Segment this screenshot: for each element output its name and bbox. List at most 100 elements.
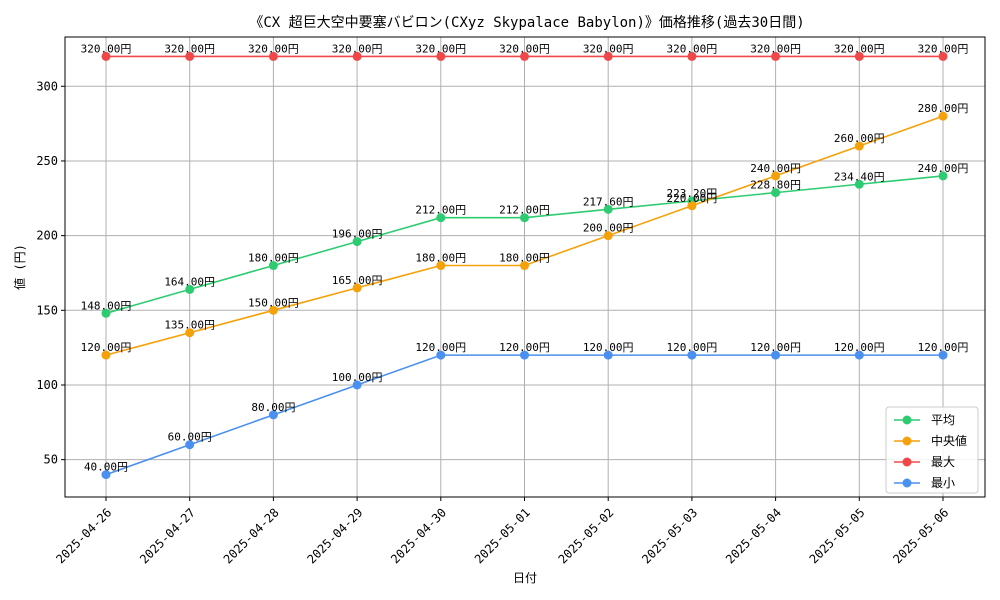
data-label: 120.00円 xyxy=(499,341,550,354)
data-label: 120.00円 xyxy=(583,341,634,354)
data-point xyxy=(854,141,864,151)
data-label: 217.60円 xyxy=(583,195,634,208)
data-point xyxy=(352,283,362,293)
data-point xyxy=(101,51,111,61)
data-point xyxy=(603,204,613,214)
x-tick-label: 2025-05-01 xyxy=(472,505,533,566)
data-label: 100.00円 xyxy=(332,371,383,384)
data-label: 240.00円 xyxy=(750,162,801,175)
data-label: 320.00円 xyxy=(164,42,215,55)
x-tick-label: 2025-04-29 xyxy=(304,505,365,566)
y-tick-label: 300 xyxy=(36,79,58,93)
data-label: 234.40円 xyxy=(834,170,885,183)
y-tick-label: 200 xyxy=(36,229,58,243)
legend-marker xyxy=(902,415,912,425)
data-label: 320.00円 xyxy=(248,42,299,55)
data-point xyxy=(520,350,529,360)
y-tick-label: 50 xyxy=(44,453,58,467)
data-point xyxy=(854,51,864,61)
x-tick-label: 2025-04-30 xyxy=(388,505,449,566)
data-label: 320.00円 xyxy=(750,42,801,55)
chart-title: 《CX 超巨大空中要塞バビロン(CXyz Skypalace Babylon)》… xyxy=(249,14,804,31)
data-point xyxy=(436,350,446,360)
data-label: 120.00円 xyxy=(415,341,466,354)
x-axis-label: 日付 xyxy=(513,571,537,585)
data-point xyxy=(101,350,111,360)
data-point xyxy=(436,51,446,61)
data-label: 320.00円 xyxy=(834,42,885,55)
data-point xyxy=(603,231,613,241)
data-point xyxy=(268,305,278,315)
data-label: 120.00円 xyxy=(918,341,969,354)
data-point xyxy=(352,51,362,61)
legend-label: 最大 xyxy=(931,455,955,469)
data-point xyxy=(268,51,278,61)
data-label: 148.00円 xyxy=(81,299,132,312)
data-point xyxy=(101,308,111,318)
data-point xyxy=(603,350,613,360)
data-point xyxy=(938,350,948,360)
data-label: 228.80円 xyxy=(750,179,801,192)
data-point xyxy=(938,171,948,181)
y-tick-label: 100 xyxy=(36,378,58,392)
data-point xyxy=(771,350,781,360)
data-label: 320.00円 xyxy=(499,42,550,55)
legend-label: 最小 xyxy=(931,476,955,490)
data-point xyxy=(352,237,362,247)
data-label: 165.00円 xyxy=(332,274,383,287)
data-label: 180.00円 xyxy=(499,252,550,265)
x-tick-label: 2025-05-06 xyxy=(890,505,951,566)
x-tick-label: 2025-04-26 xyxy=(53,505,114,566)
data-label: 320.00円 xyxy=(918,42,969,55)
data-label: 150.00円 xyxy=(248,296,299,309)
data-point xyxy=(854,179,864,189)
data-point xyxy=(268,410,278,420)
legend-label: 平均 xyxy=(931,413,955,427)
legend-label: 中央値 xyxy=(931,433,967,448)
data-point xyxy=(938,111,948,121)
data-label: 320.00円 xyxy=(667,42,718,55)
data-point xyxy=(185,284,195,294)
y-tick-label: 250 xyxy=(36,154,58,168)
data-label: 200.00円 xyxy=(583,222,634,235)
data-point xyxy=(687,51,697,61)
x-tick-label: 2025-04-27 xyxy=(137,505,198,566)
data-point xyxy=(520,213,529,223)
data-label: 260.00円 xyxy=(834,132,885,145)
data-label: 240.00円 xyxy=(918,162,969,175)
data-point xyxy=(687,350,697,360)
data-point xyxy=(101,470,111,480)
data-label: 223.20円 xyxy=(667,187,718,200)
series-layer xyxy=(101,51,948,480)
data-label: 280.00円 xyxy=(918,102,969,115)
data-label: 212.00円 xyxy=(415,204,466,217)
data-point xyxy=(436,261,446,271)
data-label: 164.00円 xyxy=(164,275,215,288)
legend-marker xyxy=(902,436,912,446)
y-tick-label: 150 xyxy=(36,303,58,317)
x-tick-label: 2025-05-04 xyxy=(723,505,784,566)
data-label: 196.00円 xyxy=(332,228,383,241)
data-label: 220.00円 xyxy=(667,192,718,205)
data-label: 180.00円 xyxy=(415,252,466,265)
x-tick-label: 2025-05-02 xyxy=(556,505,617,566)
data-point xyxy=(268,261,278,271)
data-label: 320.00円 xyxy=(332,42,383,55)
data-point xyxy=(436,213,446,223)
x-tick-label: 2025-05-03 xyxy=(639,505,700,566)
x-axis-ticks: 2025-04-26 2025-04-27 2025-04-28 2025-04-29… xyxy=(53,497,951,566)
data-label: 80.00円 xyxy=(251,401,295,414)
data-point xyxy=(185,328,195,338)
data-label: 120.00円 xyxy=(750,341,801,354)
data-point xyxy=(185,51,195,61)
legend-marker xyxy=(902,457,912,467)
data-point xyxy=(771,51,781,61)
y-axis-label: 値 (円) xyxy=(12,244,27,290)
data-label: 120.00円 xyxy=(834,341,885,354)
y-axis-ticks: 50 100 150 200 250 300 xyxy=(36,79,65,467)
x-tick-label: 2025-05-05 xyxy=(807,505,868,566)
data-label: 320.00円 xyxy=(415,42,466,55)
legend-box xyxy=(885,406,979,494)
